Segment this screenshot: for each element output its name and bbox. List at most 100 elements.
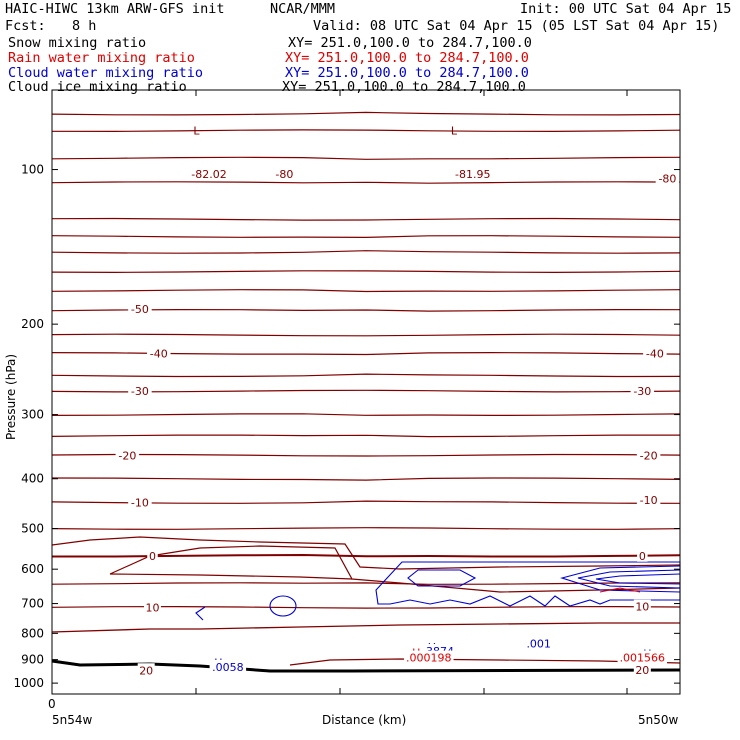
temperature-label-bg (128, 495, 152, 509)
temperature-label: 0 (639, 550, 646, 563)
legend-cloud-ice-xy: XY= 251.0,100.0 to 284.7,100.0 (282, 79, 526, 95)
cloud-water-label-bg (523, 636, 554, 650)
forecast-label: Fcst: (5, 18, 46, 34)
y-tick-label: 1000 (13, 676, 44, 690)
y-tick-label: 400 (21, 472, 44, 486)
temperature-contours (51, 111, 681, 609)
x-start-label: 5n54w (52, 713, 93, 727)
temperature-contour-line (51, 156, 681, 160)
x-axis: 0 5n54w Distance (km) 5n50w (48, 90, 679, 727)
temperature-label-bg (633, 599, 651, 613)
temperature-contour-line (51, 434, 680, 438)
rain-water-label: .000198 (406, 652, 452, 665)
y-tick-label: 600 (21, 562, 44, 576)
temperature-label: 10 (145, 601, 159, 614)
temperature-label: -20 (118, 449, 136, 462)
temperature-label-bg (637, 548, 648, 562)
temperature-label-bg (143, 600, 161, 614)
temperature-label: -50 (131, 303, 149, 316)
temperature-label: 0 (149, 550, 156, 563)
temperature-label: -80 (275, 168, 293, 181)
temperature-label: 20 (139, 664, 153, 677)
cloud-water-cell-left (195, 606, 206, 621)
temperature-label-bg (137, 663, 155, 677)
temperature-label-bg (636, 448, 661, 462)
temperature-label: -40 (150, 347, 168, 360)
temperature-contour-line (51, 351, 681, 356)
temperature-contour-line (51, 309, 681, 312)
surface-thick-line (51, 659, 681, 673)
temperature-contour-line (51, 235, 681, 239)
low-marker: L (193, 125, 200, 138)
cloud-water-label-bg (209, 659, 247, 673)
legend-rain-name: Rain water mixing ratio (8, 50, 195, 66)
y-tick-label: 900 (21, 653, 44, 667)
cloud-water-cell-mid (407, 569, 477, 587)
boundary-layer-contour-upper (51, 536, 681, 570)
cloud-water-label: .001 (526, 638, 551, 651)
temperature-label: -40 (646, 347, 664, 360)
y-tick-label: 200 (21, 317, 44, 331)
temperature-contour-line (52, 553, 681, 558)
legend-snow-name: Snow mixing ratio (8, 35, 147, 51)
plot-frame (51, 89, 681, 695)
valid-time: Valid: 08 UTC Sat 04 Apr 15 (05 LST Sat … (313, 18, 720, 34)
boundary-layer-contour-base (109, 573, 353, 580)
temperature-contour-line (51, 582, 681, 585)
cloud-water-core (560, 565, 681, 593)
temperature-label: -81.95 (455, 168, 490, 181)
temperature-contour-line (51, 181, 681, 184)
temperature-contour-line (51, 333, 681, 337)
legend-snow-xy: XY= 251.0,100.0 to 284.7,100.0 (288, 35, 532, 51)
plot-title: HAIC-HIWC 13km ARW-GFS init (5, 1, 225, 17)
temperature-label: -10 (131, 497, 149, 510)
temperature-label-bg (630, 384, 655, 398)
legend-cloud-water-xy: XY= 251.0,100.0 to 284.7,100.0 (285, 65, 529, 81)
rain-water-label-bg (404, 650, 454, 664)
temperature-contour-line (51, 111, 681, 116)
temperature-contour-line (51, 389, 681, 393)
legend-cloud-water-name: Cloud water mixing ratio (8, 65, 204, 81)
temperature-contour-line (51, 129, 681, 132)
cloud-water-core-2 (577, 569, 681, 589)
temperature-label-bg (115, 448, 140, 462)
forecast-hour: 8 h (72, 18, 97, 34)
temperature-contour-line (51, 250, 681, 254)
contour-labels: -82.02 -80 -81.95 -80 -50 -40 -40 -30 -30 -20 -20 -… (115, 125, 680, 677)
y-tick-label: 100 (21, 163, 44, 177)
temperature-label-bg (147, 346, 171, 360)
temperature-label-bg (636, 493, 661, 507)
temperature-contour-line (51, 270, 681, 274)
temperature-contour-line (51, 413, 681, 416)
cloud-water-label: .0058 (212, 661, 244, 674)
temperature-label: -10 (640, 494, 658, 507)
y-axis-label: Pressure (hPa) (4, 354, 18, 440)
temperature-label: -30 (633, 385, 651, 398)
temperature-contour-line (51, 289, 681, 293)
temperature-label-bg (128, 384, 152, 398)
temperature-label-bg (147, 548, 158, 562)
y-tick-label: 700 (21, 597, 44, 611)
temperature-contour-line (51, 217, 681, 221)
y-tick-label: 800 (21, 626, 44, 640)
temperature-label: -30 (131, 385, 149, 398)
boundary-layer-contour-lower (109, 545, 681, 593)
x-tick-zero: 0 (48, 697, 56, 711)
rain-contour (599, 587, 641, 593)
temperature-contour-line (51, 500, 681, 504)
temperature-label: -82.02 (191, 168, 226, 181)
low-marker: L (451, 125, 458, 138)
lower-contour-20 (51, 622, 680, 633)
y-tick-label: 300 (21, 408, 44, 422)
legend-cloud-ice-name: Cloud ice mixing ratio (8, 79, 187, 95)
temperature-label: -80 (658, 172, 676, 185)
temperature-label-bg (643, 346, 667, 360)
legend-rain-xy: XY= 251.0,100.0 to 284.7,100.0 (285, 50, 529, 66)
temperature-label-bg (451, 166, 495, 180)
temperature-contour-line (51, 527, 681, 530)
init-time: Init: 00 UTC Sat 04 Apr 15 (520, 1, 732, 17)
cloud-water-core-3 (595, 573, 681, 585)
temperature-contour-line (51, 373, 681, 378)
